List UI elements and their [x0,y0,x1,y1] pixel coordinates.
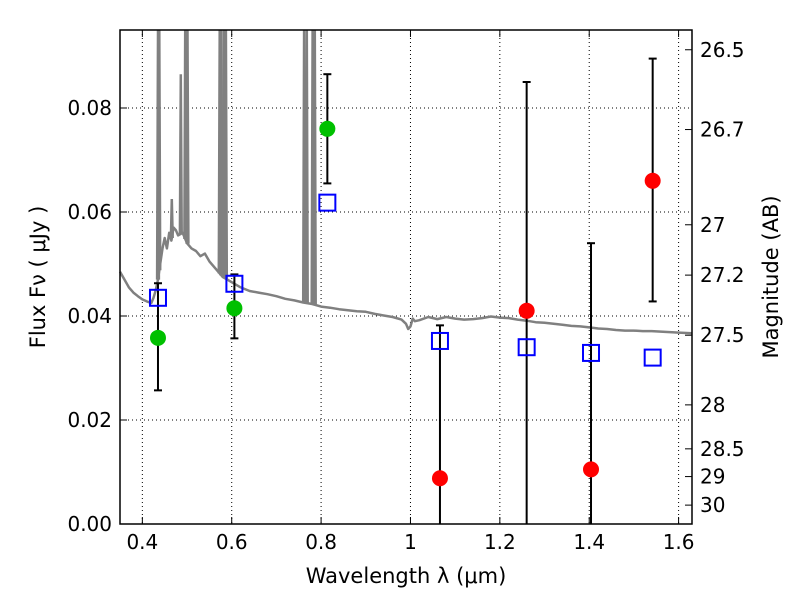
emission-line [169,198,174,239]
emission-line [185,29,190,244]
tick-labels: 0.4 0.6 0.8 1 1.2 1.4 1.6 0.00 0.02 0.04 0.06 0.08 2… [67,38,744,554]
x-tick-label: 1.4 [573,530,605,554]
x-tick-label: 0.4 [126,530,158,554]
detection-point [319,120,336,137]
right-tick-label: 30 [700,493,725,517]
x-axis-label: Wavelength λ (μm) [306,564,507,588]
right-tick-label: 27.2 [700,263,745,287]
axis-ticks [120,30,692,525]
y-tick-label: 0.06 [67,200,112,224]
right-tick-label: 26.7 [700,118,745,142]
right-tick-label: 28 [700,393,725,417]
y-tick-label: 0.08 [67,96,112,120]
right-tick-label: 29 [700,465,725,489]
model-photometry-point [517,338,536,357]
model-photometry-point [318,193,337,212]
right-tick-label: 27.5 [700,323,745,347]
upper-limit-point [518,302,535,319]
emission-line [223,29,229,279]
spectrum-line [118,226,693,335]
emission-line [178,74,183,234]
model-photometry-point [148,288,167,307]
detection-point [149,329,166,346]
x-tick-label: 0.6 [216,530,248,554]
emission-line [312,29,317,305]
y-axis-label-left: Flux Fν ( μJy ) [26,206,50,349]
right-tick-label: 27 [700,213,725,237]
x-tick-label: 1.6 [663,530,695,554]
upper-limit-point [583,461,600,478]
x-tick-label: 0.8 [305,530,337,554]
plot-frame [119,29,693,525]
y-tick-label: 0.02 [67,408,112,432]
model-photometry-point [430,331,449,350]
upper-limit-point [644,172,661,189]
right-tick-label: 26.5 [700,38,745,62]
y-tick-label: 0.00 [67,512,112,536]
emission-line [304,29,309,304]
detection-point [226,300,243,317]
data-markers [148,120,662,487]
model-photometry-point [643,348,662,367]
right-tick-label: 28.5 [700,437,745,461]
model-photometry-point [225,274,244,293]
emission-line [301,29,307,303]
upper-limit-point [431,470,448,487]
emission-line [157,29,162,271]
y-tick-label: 0.04 [67,304,112,328]
y-axis-label-right: Magnitude (AB) [759,195,783,358]
x-tick-label: 1 [404,530,417,554]
emission-line [219,29,224,276]
model-photometry-point [582,343,601,362]
x-tick-label: 1.2 [484,530,516,554]
